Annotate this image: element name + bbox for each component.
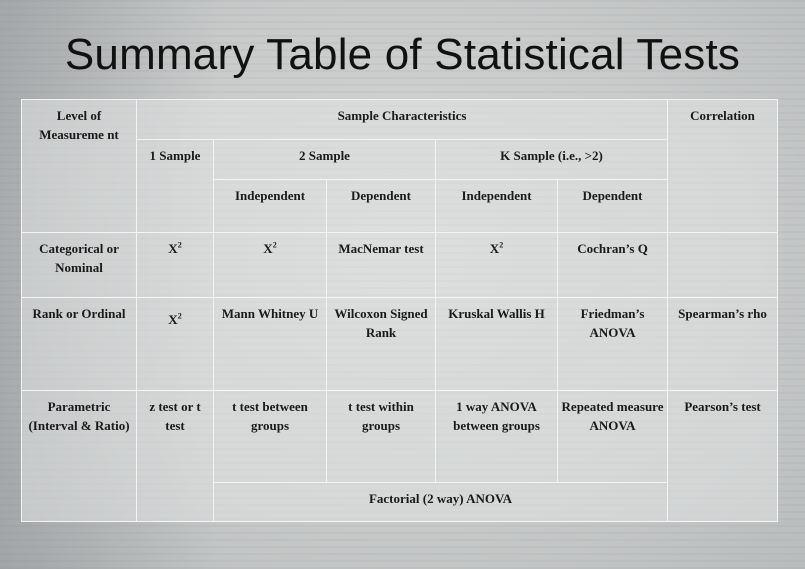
row-label-parametric: Parametric (Interval & Ratio)	[21, 390, 137, 522]
cell-categorical-one-sample: X2	[136, 232, 214, 298]
header-two-sample: 2 Sample	[213, 139, 436, 180]
cell-categorical-k-independent: X2	[435, 232, 558, 298]
row-label-categorical: Categorical or Nominal	[21, 232, 137, 298]
cell-factorial-anova: Factorial (2 way) ANOVA	[212, 482, 669, 522]
cell-rank-two-independent: Mann Whitney U	[213, 297, 327, 391]
table-row-parametric: Parametric (Interval & Ratio) z test or …	[21, 390, 779, 522]
cell-parametric-one-sample: z test or t test	[136, 390, 214, 522]
row-label-rank: Rank or Ordinal	[21, 297, 137, 391]
cell-parametric-two-independent: t test between groups	[213, 390, 327, 483]
cell-parametric-correlation: Pearson’s test	[667, 390, 779, 522]
header-correlation: Correlation	[667, 99, 779, 233]
table-row-rank: Rank or Ordinal X2 Mann Whitney U Wilcox…	[21, 297, 779, 391]
header-k-sample: K Sample (i.e., >2)	[434, 139, 669, 180]
cell-rank-k-independent: Kruskal Wallis H	[435, 297, 558, 391]
cell-parametric-k-independent: 1 way ANOVA between groups	[435, 390, 558, 483]
cell-parametric-two-dependent: t test within groups	[326, 390, 436, 483]
header-k-dependent: Dependent	[556, 179, 669, 233]
header-two-independent: Independent	[213, 179, 327, 233]
statistical-tests-table: Level of Measureme nt Sample Characteris…	[21, 99, 779, 522]
header-k-independent: Independent	[435, 179, 558, 233]
cell-rank-one-sample: X2	[136, 297, 214, 391]
cell-parametric-k-dependent: Repeated measure ANOVA	[556, 390, 669, 483]
table-row-categorical: Categorical or Nominal X2 X2 MacNemar te…	[21, 232, 779, 298]
header-level-of-measurement: Level of Measureme nt	[21, 99, 137, 233]
cell-rank-correlation: Spearman’s rho	[667, 297, 779, 391]
page-title: Summary Table of Statistical Tests	[64, 30, 741, 79]
cell-categorical-two-dependent: MacNemar test	[326, 232, 436, 298]
header-one-sample: 1 Sample	[136, 139, 214, 233]
cell-categorical-k-dependent: Cochran’s Q	[556, 232, 669, 298]
header-sample-characteristics: Sample Characteristics	[135, 99, 669, 140]
header-two-dependent: Dependent	[326, 179, 436, 233]
cell-categorical-two-independent: X2	[213, 232, 327, 298]
cell-rank-two-dependent: Wilcoxon Signed Rank	[326, 297, 436, 391]
cell-categorical-correlation	[667, 232, 779, 298]
cell-rank-k-dependent: Friedman’s ANOVA	[556, 297, 669, 391]
